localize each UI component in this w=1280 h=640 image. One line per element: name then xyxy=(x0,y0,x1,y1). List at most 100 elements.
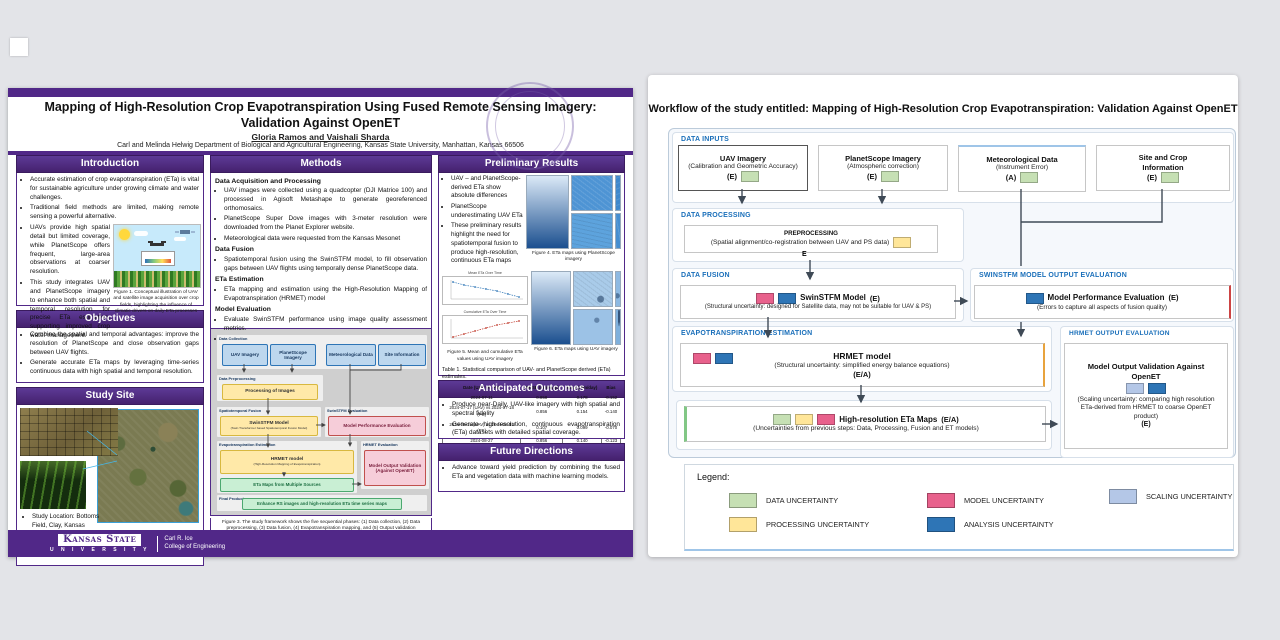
methods-bullet: PlanetScope Super Dove images with 3-met… xyxy=(224,215,427,233)
hrmet-model-box: HRMET model (Structural uncertainty: sim… xyxy=(680,343,1045,387)
input-box-site-crop-information: Site and Crop Information (E) xyxy=(1096,145,1230,191)
flowchart-box-planetscope-imagery: PlanetScope Imagery xyxy=(270,344,316,366)
cloud-icon xyxy=(134,231,148,237)
flowchart-box-hrmet-model: HRMET model (High-Resolution Mapping of … xyxy=(220,450,354,474)
table1-caption: Table 1. Statistical comparison of UAV- … xyxy=(442,366,611,381)
ndvi-field-photo xyxy=(20,461,86,509)
legend: Legend: DATA UNCERTAINTY PROCESSING UNCE… xyxy=(684,464,1234,551)
section-anticipated-outcomes: Anticipated Outcomes Produce near-Daily,… xyxy=(438,380,625,439)
swinstfm-model-box: SwinSTFM Model (E) (Structural uncertain… xyxy=(680,285,956,319)
section-objectives: Objectives Combine the spatial and tempo… xyxy=(16,310,204,383)
high-resolution-eta-maps-box: High-resolution ETa Maps (E/A) (Uncertai… xyxy=(684,406,1046,442)
model-uncertainty-swatch xyxy=(817,414,836,426)
section-methods: Methods Data Acquisition and Processing … xyxy=(210,155,432,351)
preprocessing-box: PREPROCESSING (Spatial alignment/co-regi… xyxy=(684,225,938,253)
footer-org-line2: College of Engineering xyxy=(164,543,226,550)
legend-swatch xyxy=(1109,489,1137,504)
crop-rows-graphic xyxy=(114,271,200,288)
objective-bullet: Generate accurate ETa maps by leveraging… xyxy=(30,359,199,377)
intro-bullet: Traditional field methods are limited, m… xyxy=(30,204,199,222)
processing-uncertainty-swatch xyxy=(893,237,912,249)
flowchart-box-swinstfm-model: SwinSTFM Model (Swin Transformer based S… xyxy=(220,416,318,436)
poster-column-1: Introduction Accurate estimation of crop… xyxy=(16,155,204,566)
swinstfm-evaluation-label: SWINSTFM MODEL OUTPUT EVALUATION xyxy=(979,272,1127,279)
satellite-icon xyxy=(175,230,195,235)
input-box-meteorological-data: Meteorological Data (Instrument Error) (… xyxy=(958,145,1086,192)
data-uncertainty-swatch xyxy=(741,171,759,183)
figure4-caption: Figure 4. ETa maps using PlanetScope ima… xyxy=(532,251,615,263)
methods-bullet: Meteorological data were requested from … xyxy=(224,235,427,244)
data-fusion-label: DATA FUSION xyxy=(681,272,730,279)
workflow-panel: Workflow of the study entitled: Mapping … xyxy=(648,75,1238,557)
section-introduction: Introduction Accurate estimation of crop… xyxy=(16,155,204,339)
methods-heading: Data Acquisition and Processing xyxy=(215,178,321,185)
results-bullet: PlanetScope underestimating UAV ETa xyxy=(451,203,523,220)
flowchart-box-model-output-validation: Model Output Validation (Against OpenET) xyxy=(364,450,426,486)
poster-authors: Gloria Ramos and Vaishali Sharda xyxy=(251,132,390,142)
flowchart-box-uav-imagery: UAV Imagery xyxy=(222,344,268,366)
analysis-uncertainty-swatch xyxy=(715,353,734,364)
flowchart-box-eta-maps: ETa Maps from Multiple Sources xyxy=(220,478,354,492)
legend-swatch xyxy=(729,517,757,532)
preprocessing-tag: E xyxy=(802,251,807,258)
logo-subline: U N I V E R S I T Y xyxy=(50,547,150,553)
section-future-directions: Future Directions Advance toward yield p… xyxy=(438,443,625,492)
model-performance-evaluation-box: Model Performance Evaluation (E) (Errors… xyxy=(974,285,1231,319)
chart-title: Cumulative ETa Over Time xyxy=(463,309,507,314)
eta-map-tile xyxy=(573,270,613,307)
cloud-icon xyxy=(174,237,186,242)
methods-bullet: Spatiotemporal fusion using the SwinSTFM… xyxy=(224,256,427,274)
footer-divider xyxy=(157,535,159,552)
outcome-bullet: Generate high-resolution, continuous eva… xyxy=(452,421,620,439)
uncertainty-swatches xyxy=(693,350,734,370)
analysis-uncertainty-swatch xyxy=(1148,383,1166,395)
eta-map-tile xyxy=(570,175,613,211)
figure5-caption: Figure 5. Mean and cumulative ETa values… xyxy=(447,350,523,362)
section-preliminary-results: Preliminary Results UAV – and PlanetScop… xyxy=(438,155,625,447)
eta-map-tile xyxy=(615,270,621,307)
flowchart-box-site-information: Site Information xyxy=(378,344,426,366)
processing-uncertainty-swatch xyxy=(795,414,814,426)
poster-column-2: Methods Data Acquisition and Processing … xyxy=(210,155,432,536)
eta-map-tile xyxy=(615,308,621,345)
model-output-validation-box: Model Output Validation Against OpenET (… xyxy=(1064,343,1228,449)
methods-bullet: UAV images were collected using a quadco… xyxy=(224,187,427,213)
data-uncertainty-swatch xyxy=(1161,171,1179,183)
future-bullet: Advance toward yield prediction by combi… xyxy=(452,464,620,482)
results-body: UAV – and PlanetScope-derived ETa show a… xyxy=(438,173,625,447)
intro-bullet: This study integrates UAV and PlanetScop… xyxy=(30,279,110,341)
input-box-planetscope-imagery: PlanetScope Imagery (Atmospheric correct… xyxy=(818,145,948,191)
colorbar xyxy=(526,175,569,249)
section-header-future: Future Directions xyxy=(438,443,625,461)
flowchart-box-meteorological-data: Meteorological Data xyxy=(326,344,376,366)
footer-org-line1: Carl R. Ice xyxy=(164,535,193,542)
legend-item-scaling-uncertainty: SCALING UNCERTAINTY xyxy=(1109,489,1232,504)
objective-bullet: Combine the spatial and temporal advanta… xyxy=(30,331,199,357)
data-uncertainty-swatch xyxy=(1020,172,1039,184)
eta-map-tile xyxy=(573,308,613,345)
poster-footer: Kansas State U N I V E R S I T Y Carl R.… xyxy=(8,530,633,557)
logo-wordmark: Kansas State xyxy=(58,534,142,546)
data-uncertainty-swatch xyxy=(773,414,792,426)
flowchart-box-processing-of-images: Processing of Images xyxy=(222,384,318,400)
legend-item-analysis-uncertainty: ANALYSIS UNCERTAINTY xyxy=(927,517,1054,532)
figure1: Figure 1. Conceptual illustration of UAV… xyxy=(113,224,201,343)
hrmet-evaluation-label: HRMET OUTPUT EVALUATION xyxy=(1069,330,1170,337)
university-seal-watermark xyxy=(486,82,574,170)
legend-title: Legend: xyxy=(697,472,730,482)
methods-bullet: ETa mapping and estimation using the Hig… xyxy=(224,286,427,304)
intro-bullet: Accurate estimation of crop evapotranspi… xyxy=(30,176,199,202)
results-bullet: UAV – and PlanetScope-derived ETa show a… xyxy=(451,175,523,201)
outcome-bullet: Produce near-Daily, UAV-like imagery wit… xyxy=(452,401,620,419)
methods-body: Data Acquisition and Processing UAV imag… xyxy=(210,173,432,351)
legend-swatch xyxy=(927,517,955,532)
data-inputs-label: DATA INPUTS xyxy=(681,136,729,143)
chart-title: Mean ETa Over Time xyxy=(468,270,502,275)
section-header-objectives: Objectives xyxy=(16,310,204,328)
eta-map-tile xyxy=(615,175,621,211)
figure4: Figure 4. ETa maps using PlanetScope ima… xyxy=(526,175,621,268)
section-header-outcomes: Anticipated Outcomes xyxy=(438,380,625,398)
methods-bullet: Evaluate SwinSTFM performance using imag… xyxy=(224,316,427,334)
drone-icon xyxy=(148,241,166,246)
introduction-body: Accurate estimation of crop evapotranspi… xyxy=(16,173,204,339)
